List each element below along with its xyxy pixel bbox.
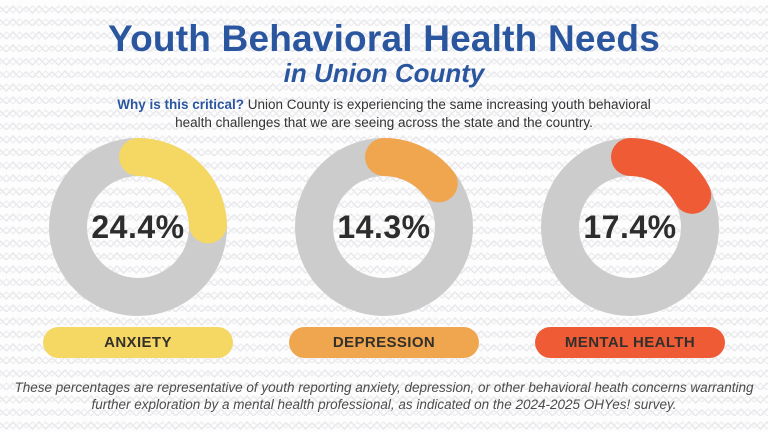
depression-chart-column: 14.3% DEPRESSION (289, 137, 479, 359)
anxiety-percent-value: 24.4% (91, 208, 185, 245)
intro-paragraph: Why is this critical? Union County is ex… (102, 96, 667, 131)
anxiety-chart-column: 24.4% ANXIETY (43, 137, 233, 359)
anxiety-donut-ring (49, 138, 227, 317)
depression-percent-value: 14.3% (337, 208, 431, 245)
page-subtitle: in Union County (283, 57, 485, 88)
depression-donut-ring (295, 138, 473, 317)
intro-lead-question: Why is this critical? (117, 97, 245, 113)
mental-health-chart-column: 17.4% MENTAL HEALTH (535, 137, 725, 359)
mental-health-donut-ring (541, 138, 719, 317)
header: Youth Behavioral Health Needs in Union C… (0, 0, 768, 87)
depression-label-pill: DEPRESSION (289, 327, 479, 359)
anxiety-label-pill: ANXIETY (43, 327, 233, 359)
mental-health-donut-chart: 17.4% (540, 137, 720, 317)
anxiety-donut-chart: 24.4% (48, 137, 228, 317)
footer-disclaimer: These percentages are representative of … (14, 379, 754, 413)
depression-donut-chart: 14.3% (294, 137, 474, 317)
mental-health-label-pill: MENTAL HEALTH (535, 327, 725, 359)
intro-body-text: Union County is experiencing the same in… (175, 97, 651, 130)
donut-charts-row: 24.4% ANXIETY 14.3% DEPRESSION 17.4% MEN… (0, 137, 768, 359)
mental-health-percent-value: 17.4% (583, 208, 677, 245)
page-title: Youth Behavioral Health Needs (107, 18, 661, 59)
